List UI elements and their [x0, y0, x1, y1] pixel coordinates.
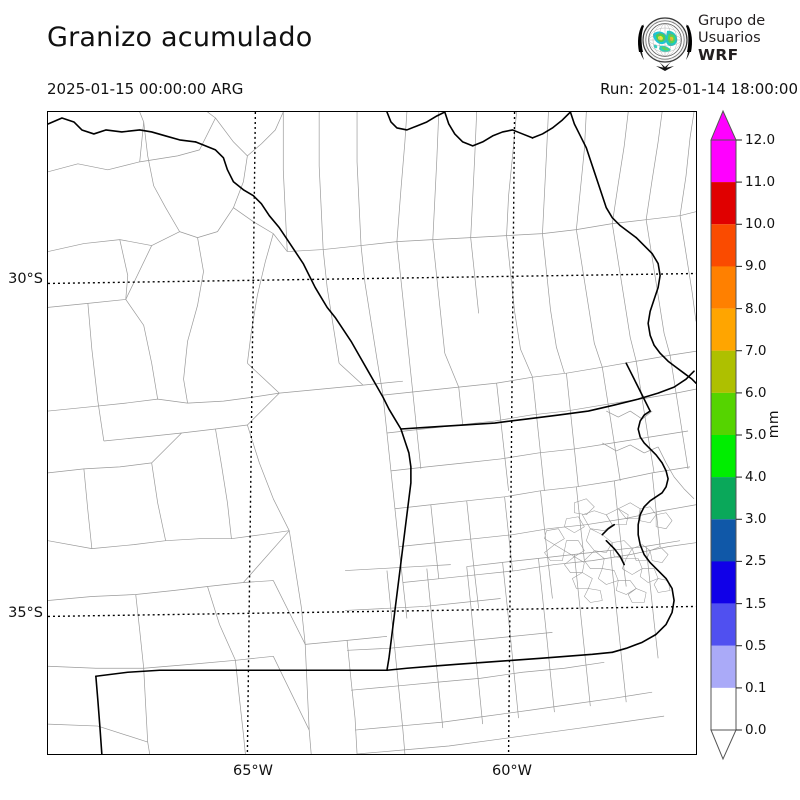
colorbar-tick-0: 0.0	[745, 722, 767, 738]
department-boundaries	[48, 112, 696, 754]
graticule-lines	[48, 112, 696, 754]
colorbar-gradient	[710, 109, 742, 761]
page-title: Granizo acumulado	[47, 22, 313, 53]
colorbar-tick-0p1: 0.1	[745, 680, 767, 696]
map-plot-area[interactable]	[47, 111, 697, 755]
colorbar-tick-9: 9.0	[745, 258, 767, 274]
valid-time-label: 2025-01-15 00:00:00 ARG	[47, 80, 244, 98]
colorbar-tick-6: 6.0	[745, 385, 767, 401]
logo-line-3: WRF	[698, 46, 739, 64]
lat-tick-label-35S: 35°S	[8, 605, 43, 621]
lat-tick-label-30S: 30°S	[8, 271, 43, 287]
colorbar-tick-8: 8.0	[745, 301, 767, 317]
logo: Grupo de Usuarios WRF	[636, 12, 800, 74]
colorbar-tick-1p5: 1.5	[745, 596, 767, 612]
graticule-lat-35S	[48, 605, 696, 618]
colorbar-tick-12: 12.0	[745, 132, 776, 148]
run-time-label: Run: 2025-01-14 18:00:00	[600, 80, 798, 98]
colorbar-tick-11: 11.0	[745, 174, 776, 190]
province-boundaries	[48, 112, 696, 754]
wrf-globe-seal-icon	[636, 12, 694, 72]
logo-text: Grupo de Usuarios WRF	[698, 13, 798, 64]
lon-tick-label-65W: 65°W	[232, 763, 274, 779]
colorbar-tick-7: 7.0	[745, 343, 767, 359]
colorbar[interactable]: 12.0 11.0 10.0 9.0 8.0 7.0 6.0 5.0 4.0 3…	[705, 105, 775, 765]
logo-line-2: Usuarios	[698, 30, 761, 46]
colorbar-tick-10: 10.0	[745, 216, 776, 232]
graticule-lon-60W	[507, 112, 516, 754]
map-vector-layers	[48, 112, 696, 754]
graticule-lat-30S	[48, 272, 696, 285]
colorbar-tick-5: 5.0	[745, 427, 767, 443]
graticule-lon-65W	[246, 112, 257, 754]
colorbar-tick-0p5: 0.5	[745, 638, 767, 654]
colorbar-tick-3: 3.0	[745, 511, 767, 527]
colorbar-tick-2p5: 2.5	[745, 553, 767, 569]
logo-line-1: Grupo de	[698, 13, 766, 29]
colorbar-unit-label: mm	[766, 410, 782, 439]
lon-tick-label-60W: 60°W	[491, 763, 533, 779]
colorbar-tick-4: 4.0	[745, 469, 767, 485]
